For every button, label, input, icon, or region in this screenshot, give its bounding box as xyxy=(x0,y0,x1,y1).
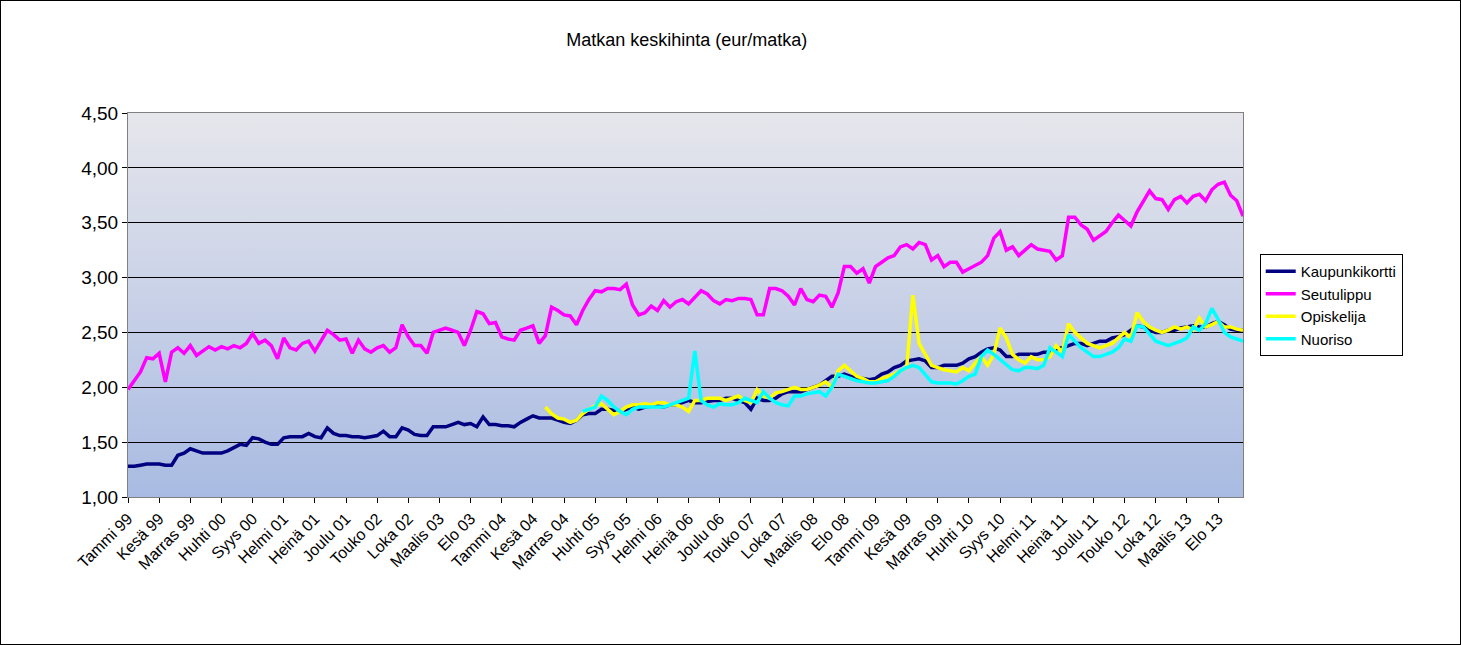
svg-text:Marras 09: Marras 09 xyxy=(883,510,946,573)
svg-text:Kesä 04: Kesä 04 xyxy=(487,510,541,564)
svg-text:Touko 02: Touko 02 xyxy=(327,510,385,568)
svg-text:Elo 13: Elo 13 xyxy=(1182,510,1226,554)
svg-text:Touko 07: Touko 07 xyxy=(701,510,759,568)
svg-text:Nuoriso: Nuoriso xyxy=(1301,331,1353,348)
svg-text:Huhti 00: Huhti 00 xyxy=(175,510,229,564)
svg-text:Marras 04: Marras 04 xyxy=(509,510,572,573)
svg-text:Joulu 01: Joulu 01 xyxy=(299,510,354,565)
svg-text:Marras 99: Marras 99 xyxy=(135,510,198,573)
svg-text:1,50: 1,50 xyxy=(81,432,118,453)
svg-text:Elo 03: Elo 03 xyxy=(434,510,478,554)
svg-text:Matkan keskihinta (eur/matka): Matkan keskihinta (eur/matka) xyxy=(566,30,807,50)
svg-text:Opiskelija: Opiskelija xyxy=(1301,308,1367,325)
svg-text:Huhti 10: Huhti 10 xyxy=(923,510,977,564)
svg-text:Syys 05: Syys 05 xyxy=(582,510,634,562)
svg-text:1,00: 1,00 xyxy=(81,487,118,508)
svg-text:3,00: 3,00 xyxy=(81,267,118,288)
svg-text:Loka 07: Loka 07 xyxy=(738,510,790,562)
svg-text:Elo 08: Elo 08 xyxy=(808,510,852,554)
svg-text:2,50: 2,50 xyxy=(81,322,118,343)
svg-text:Maalis 13: Maalis 13 xyxy=(1134,510,1195,571)
svg-text:Seutulippu: Seutulippu xyxy=(1301,286,1372,303)
svg-text:Touko 12: Touko 12 xyxy=(1074,510,1132,568)
svg-text:Kesä 09: Kesä 09 xyxy=(861,510,915,564)
svg-text:Loka 02: Loka 02 xyxy=(364,510,416,562)
svg-text:3,50: 3,50 xyxy=(81,212,118,233)
svg-text:2,00: 2,00 xyxy=(81,377,118,398)
svg-text:Tammi 09: Tammi 09 xyxy=(822,510,883,571)
svg-text:Syys 00: Syys 00 xyxy=(208,510,260,562)
svg-text:Huhti 05: Huhti 05 xyxy=(549,510,603,564)
svg-text:4,50: 4,50 xyxy=(81,103,118,124)
svg-text:Kaupunkikortti: Kaupunkikortti xyxy=(1301,263,1396,280)
svg-text:Joulu 11: Joulu 11 xyxy=(1047,510,1101,564)
svg-text:Heinä 11: Heinä 11 xyxy=(1014,510,1071,567)
svg-text:Kesä 99: Kesä 99 xyxy=(113,510,167,564)
svg-text:Tammi 04: Tammi 04 xyxy=(448,510,509,571)
svg-text:Syys 10: Syys 10 xyxy=(956,510,1008,562)
svg-text:Maalis 08: Maalis 08 xyxy=(761,510,822,571)
svg-text:Maalis 03: Maalis 03 xyxy=(387,510,448,571)
svg-text:Heinä 06: Heinä 06 xyxy=(639,510,696,567)
svg-text:Helmi 11: Helmi 11 xyxy=(983,510,1039,566)
svg-text:Helmi 01: Helmi 01 xyxy=(235,510,292,567)
svg-text:Helmi 06: Helmi 06 xyxy=(609,510,666,567)
svg-text:Joulu 06: Joulu 06 xyxy=(673,510,728,565)
svg-text:Heinä 01: Heinä 01 xyxy=(265,510,322,567)
svg-text:4,00: 4,00 xyxy=(81,158,118,179)
svg-text:Tammi 99: Tammi 99 xyxy=(75,510,136,571)
svg-text:Loka 12: Loka 12 xyxy=(1111,510,1163,562)
